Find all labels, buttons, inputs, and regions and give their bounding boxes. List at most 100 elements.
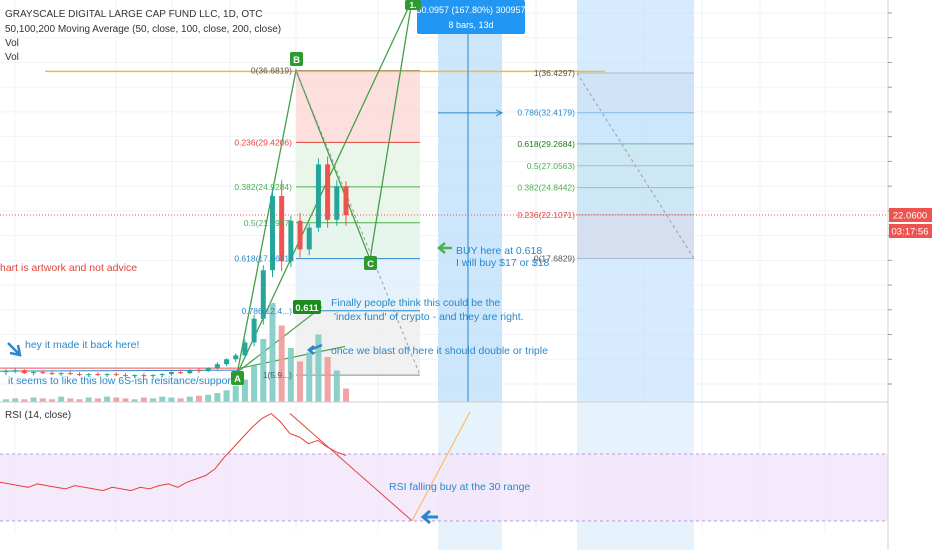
rsi-trend-line <box>289 413 413 522</box>
arrow-left-icon <box>437 242 452 254</box>
candle-body <box>233 355 239 360</box>
volume-bar <box>58 396 65 402</box>
annotation-index-fund-2: 'index fund' of crypto - and they are ri… <box>334 311 524 323</box>
candle-body <box>279 196 285 262</box>
volume-bar <box>232 385 239 402</box>
candle-body <box>315 164 321 228</box>
rsi-band <box>0 454 888 521</box>
marker-top: 1. <box>410 1 417 10</box>
fib-label-left: 0(36.6819) <box>251 66 292 76</box>
candle-body <box>3 371 9 373</box>
candle-body <box>141 375 147 377</box>
volume-bar <box>315 334 322 402</box>
volume-bar <box>150 398 157 402</box>
price-axis <box>888 12 892 385</box>
volume-bar <box>140 397 147 402</box>
candle-body <box>334 186 340 220</box>
volume-bar <box>278 325 285 402</box>
last-price-text: 22.0600 <box>893 211 927 222</box>
volume-bar <box>241 379 248 402</box>
marker-a: A <box>234 374 241 385</box>
fib-label-right: 0.786(32.4179) <box>517 108 575 118</box>
volume-bar <box>104 396 111 402</box>
countdown-text: 03:17:56 <box>892 227 929 238</box>
chart-title: GRAYSCALE DIGITAL LARGE CAP FUND LLC, 1D… <box>5 9 263 20</box>
annotation-artwork: hart is artwork and not advice <box>0 262 137 274</box>
candle-body <box>113 374 119 376</box>
marker-a-box <box>231 371 244 385</box>
volume-bar <box>12 398 19 402</box>
volume-bar <box>214 393 221 402</box>
fib-label-right: 1(36.4297) <box>534 68 575 78</box>
arrow-right-icon <box>495 109 504 117</box>
volume-bar <box>343 388 349 402</box>
volume-bar <box>269 303 276 402</box>
projection-column-1 <box>438 0 502 402</box>
annotation-buy-amount: I will buy $17 or $18 <box>456 257 550 269</box>
badge-0611: 0.611 <box>295 303 319 314</box>
annotation-buy-here: BUY here at 0.618 <box>456 245 542 257</box>
fib-label-right: 0.5(27.0563) <box>527 161 575 171</box>
volume-bar <box>205 394 212 402</box>
abc-pattern-line <box>236 0 413 375</box>
candle-body <box>178 372 184 374</box>
candle-body <box>150 375 156 377</box>
volume-bar <box>306 352 313 402</box>
countdown-badge <box>889 224 932 238</box>
fib-label-left: 0.236(29.4206) <box>234 137 292 147</box>
candle-body <box>49 373 55 375</box>
projection-column-2 <box>577 0 694 402</box>
candle-body <box>343 186 349 216</box>
measure-box-line2: 8 bars, 13d <box>448 20 493 30</box>
volume-bar <box>39 398 46 402</box>
annotation-blast-off: once we blast off here it should double … <box>331 345 548 357</box>
badge-0611-box <box>293 300 321 314</box>
volume-bar <box>260 339 267 402</box>
volume-bar <box>159 396 166 402</box>
marker-c-box <box>364 256 377 270</box>
candle-body <box>288 220 294 262</box>
candle-body <box>40 372 46 374</box>
volume-bar <box>177 398 184 402</box>
volume-bar <box>168 397 175 402</box>
volume-bar <box>67 398 74 402</box>
volume-bar <box>21 399 28 402</box>
candle-body <box>31 372 37 374</box>
arrow-icons <box>7 242 452 525</box>
volume-bar <box>186 396 193 402</box>
vol-legend-1: Vol <box>5 38 19 49</box>
volume-bars <box>3 303 349 402</box>
candle-body <box>168 372 174 375</box>
candle-body <box>86 374 92 376</box>
candle-body <box>159 374 165 376</box>
fib-zone <box>296 186 420 223</box>
candle-body <box>187 370 193 374</box>
annotation-index-fund-1: Finally people think this could be the <box>331 297 500 309</box>
arrow-down-right-icon <box>7 342 22 357</box>
candle-body <box>269 196 275 271</box>
candle-body <box>67 373 73 375</box>
measure-box-line1: 30.0957 (167.80%) 300957 <box>416 5 525 15</box>
annotation-made-it-back: hey it made it back here! <box>25 339 139 351</box>
rsi-projection-line <box>411 411 471 521</box>
volume-bar <box>113 397 120 402</box>
volume-bar <box>122 398 129 402</box>
fib-label-right: 0.618(29.2684) <box>517 139 575 149</box>
measure-box-bg <box>417 0 525 34</box>
marker-b: B <box>293 55 300 66</box>
fib-label-left: 1(5.9...) <box>263 370 292 380</box>
candles <box>3 156 349 379</box>
candle-body <box>104 374 110 376</box>
ma-legend: 50,100,200 Moving Average (50, close, 10… <box>5 24 282 35</box>
arrow-left-small-icon <box>306 343 323 355</box>
vol-legend-2: Vol <box>5 52 19 63</box>
candle-body <box>95 374 101 376</box>
rsi-series <box>0 411 471 522</box>
volume-bar <box>48 399 55 402</box>
volume-bar <box>94 398 101 402</box>
volume-bar <box>297 361 304 402</box>
rsi-legend: RSI (14, close) <box>5 410 72 421</box>
fib-label-right: 0.236(22.1071) <box>517 210 575 220</box>
volume-bar <box>333 370 340 402</box>
